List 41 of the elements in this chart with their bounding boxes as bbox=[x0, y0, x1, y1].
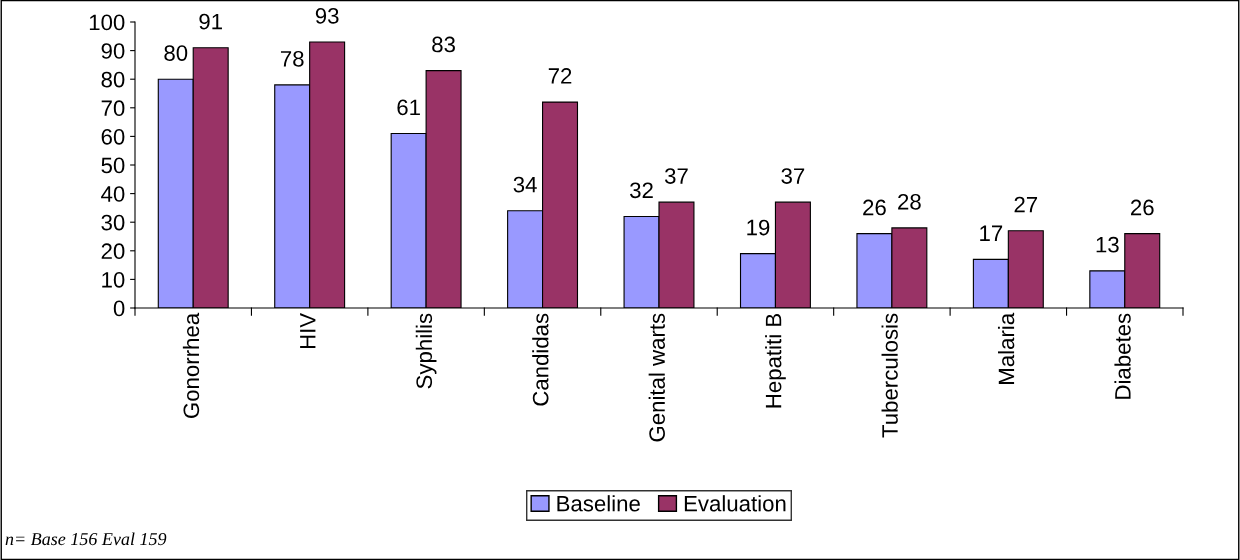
y-tick-label: 10 bbox=[102, 271, 125, 288]
x-tick-label: Hepatiti B bbox=[765, 314, 786, 408]
y-tick-label: 90 bbox=[101, 43, 125, 59]
data-label: 34 bbox=[513, 176, 537, 193]
data-label: 27 bbox=[1014, 196, 1038, 213]
y-tick-label: 50 bbox=[101, 157, 125, 174]
text: n= Base 156 Eval 159 bbox=[5, 532, 167, 546]
data-label: 83 bbox=[432, 36, 455, 53]
x-tick-label: Genital warts bbox=[648, 313, 665, 442]
x-tick-label: Syphilis bbox=[415, 313, 437, 389]
y-tick-label: 70 bbox=[101, 100, 125, 117]
data-label: 61 bbox=[397, 99, 420, 116]
data-label: 78 bbox=[280, 50, 304, 67]
data-label: 26 bbox=[1131, 199, 1154, 216]
data-label: 26 bbox=[863, 199, 886, 216]
x-tick-label: HIV bbox=[300, 312, 316, 349]
y-tick-label: 0 bbox=[113, 300, 125, 317]
legend-label: Evaluation bbox=[684, 495, 786, 512]
data-label: 37 bbox=[781, 168, 805, 184]
x-tick-label: Diabetes bbox=[1114, 313, 1131, 399]
x-tick-label: Candidas bbox=[532, 313, 549, 406]
data-label: 19 bbox=[747, 219, 770, 236]
data-label: 93 bbox=[315, 8, 339, 24]
y-tick-label: 40 bbox=[101, 186, 125, 202]
data-label: 72 bbox=[548, 68, 572, 84]
x-tick-label: Malaria bbox=[997, 312, 1015, 384]
y-tick-label: 20 bbox=[101, 243, 125, 260]
data-label: 37 bbox=[664, 168, 688, 184]
x-tick-label: Tuberculosis bbox=[881, 313, 898, 438]
data-label: 13 bbox=[1096, 236, 1119, 253]
y-tick-label: 30 bbox=[101, 214, 125, 231]
data-label: 91 bbox=[199, 13, 222, 30]
y-tick-label: 100 bbox=[89, 14, 125, 31]
data-label: 28 bbox=[898, 193, 921, 210]
data-label: 32 bbox=[630, 182, 653, 199]
x-tick-label: Gonorrhea bbox=[182, 312, 200, 418]
y-tick-label: 60 bbox=[101, 128, 125, 145]
legend-label: Baseline bbox=[557, 495, 640, 512]
y-tick-label: 80 bbox=[101, 71, 125, 88]
data-label: 17 bbox=[980, 225, 1003, 241]
data-label: 80 bbox=[164, 45, 188, 61]
